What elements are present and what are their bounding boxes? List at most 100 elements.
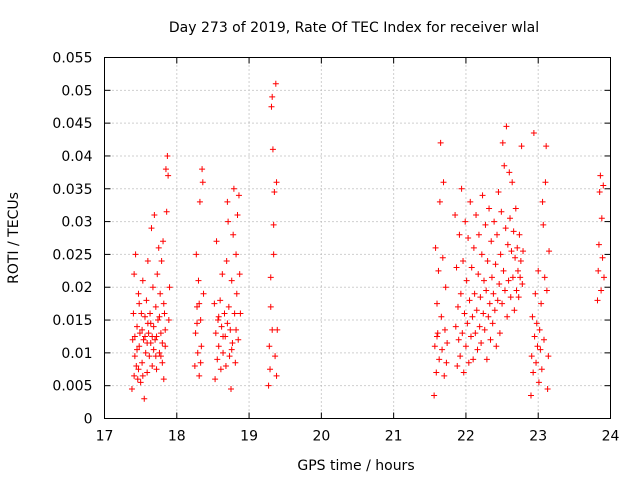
data-point — [483, 287, 490, 294]
data-point — [469, 313, 476, 320]
data-point — [213, 238, 220, 245]
data-point — [194, 320, 201, 327]
data-point — [436, 198, 443, 205]
data-point — [528, 353, 535, 360]
data-point — [438, 313, 445, 320]
data-point — [471, 290, 478, 297]
data-point — [457, 290, 464, 297]
data-point — [224, 320, 231, 327]
data-point — [530, 369, 537, 376]
data-point — [214, 317, 221, 324]
x-tick-label: 19 — [240, 429, 258, 445]
data-point — [162, 166, 169, 173]
data-point — [131, 353, 138, 360]
data-point — [225, 303, 232, 310]
data-point — [265, 382, 272, 389]
data-point — [196, 372, 203, 379]
data-point — [224, 198, 231, 205]
data-point — [162, 343, 169, 350]
data-point — [464, 320, 471, 327]
data-point — [595, 241, 602, 248]
data-point — [467, 333, 474, 340]
data-point — [145, 330, 152, 337]
data-point — [543, 143, 550, 150]
data-point — [143, 297, 150, 304]
data-point — [485, 313, 492, 320]
data-point — [135, 290, 142, 297]
data-point — [272, 80, 279, 87]
y-tick-label: 0.005 — [52, 379, 92, 395]
x-axis-ticks: 17 18 19 20 21 22 23 24 — [96, 57, 619, 445]
data-point — [514, 244, 521, 251]
data-point — [490, 290, 497, 297]
data-point — [457, 353, 464, 360]
data-point — [514, 267, 521, 274]
data-point — [486, 300, 493, 307]
data-point — [235, 192, 242, 199]
data-point — [509, 179, 516, 186]
data-point — [149, 284, 156, 291]
data-point — [475, 231, 482, 238]
data-point — [212, 330, 219, 337]
y-tick-label: 0.055 — [52, 51, 92, 67]
data-point — [473, 307, 480, 314]
data-point — [433, 369, 440, 376]
data-point — [157, 330, 164, 337]
data-point — [192, 330, 199, 337]
data-point — [228, 277, 235, 284]
x-tick-label: 17 — [96, 429, 114, 445]
x-axis-label: GPS time / hours — [297, 458, 414, 474]
data-point — [136, 330, 143, 337]
x-tick-label: 20 — [312, 429, 330, 445]
data-point — [458, 185, 465, 192]
data-point — [482, 221, 489, 228]
data-point — [439, 254, 446, 261]
data-point — [191, 362, 198, 369]
x-tick-label: 18 — [168, 429, 186, 445]
data-point — [498, 208, 505, 215]
data-point — [139, 372, 146, 379]
data-point — [594, 297, 601, 304]
data-point — [479, 192, 486, 199]
y-tick-label: 0 — [84, 412, 93, 428]
data-point — [475, 271, 482, 278]
data-point — [234, 212, 241, 219]
data-point — [196, 198, 203, 205]
data-point — [460, 369, 467, 376]
data-point — [131, 333, 138, 340]
data-point — [144, 257, 151, 264]
data-point — [193, 251, 200, 258]
data-point — [160, 238, 167, 245]
data-point — [226, 353, 233, 360]
data-point — [140, 336, 147, 343]
data-point — [155, 244, 162, 251]
data-point — [152, 336, 159, 343]
data-point — [595, 267, 602, 274]
data-point — [233, 251, 240, 258]
data-point — [462, 343, 469, 350]
chart-title: Day 273 of 2019, Rate Of TEC Index for r… — [169, 20, 539, 36]
data-point — [511, 307, 518, 314]
data-point — [486, 205, 493, 212]
data-point — [520, 248, 527, 255]
data-points — [128, 80, 607, 402]
data-point — [148, 225, 155, 232]
data-point — [468, 264, 475, 271]
data-point — [435, 267, 442, 274]
data-point — [269, 146, 276, 153]
data-point — [270, 251, 277, 258]
y-tick-label: 0.03 — [61, 215, 92, 231]
data-point — [134, 323, 141, 330]
data-point — [131, 372, 138, 379]
data-point — [436, 356, 443, 363]
data-point — [452, 323, 459, 330]
data-point — [150, 323, 157, 330]
data-point — [487, 336, 494, 343]
data-point — [228, 346, 235, 353]
data-point — [515, 294, 522, 301]
data-point — [508, 248, 515, 255]
data-point — [531, 333, 538, 340]
data-point — [229, 340, 236, 347]
data-point — [484, 257, 491, 264]
